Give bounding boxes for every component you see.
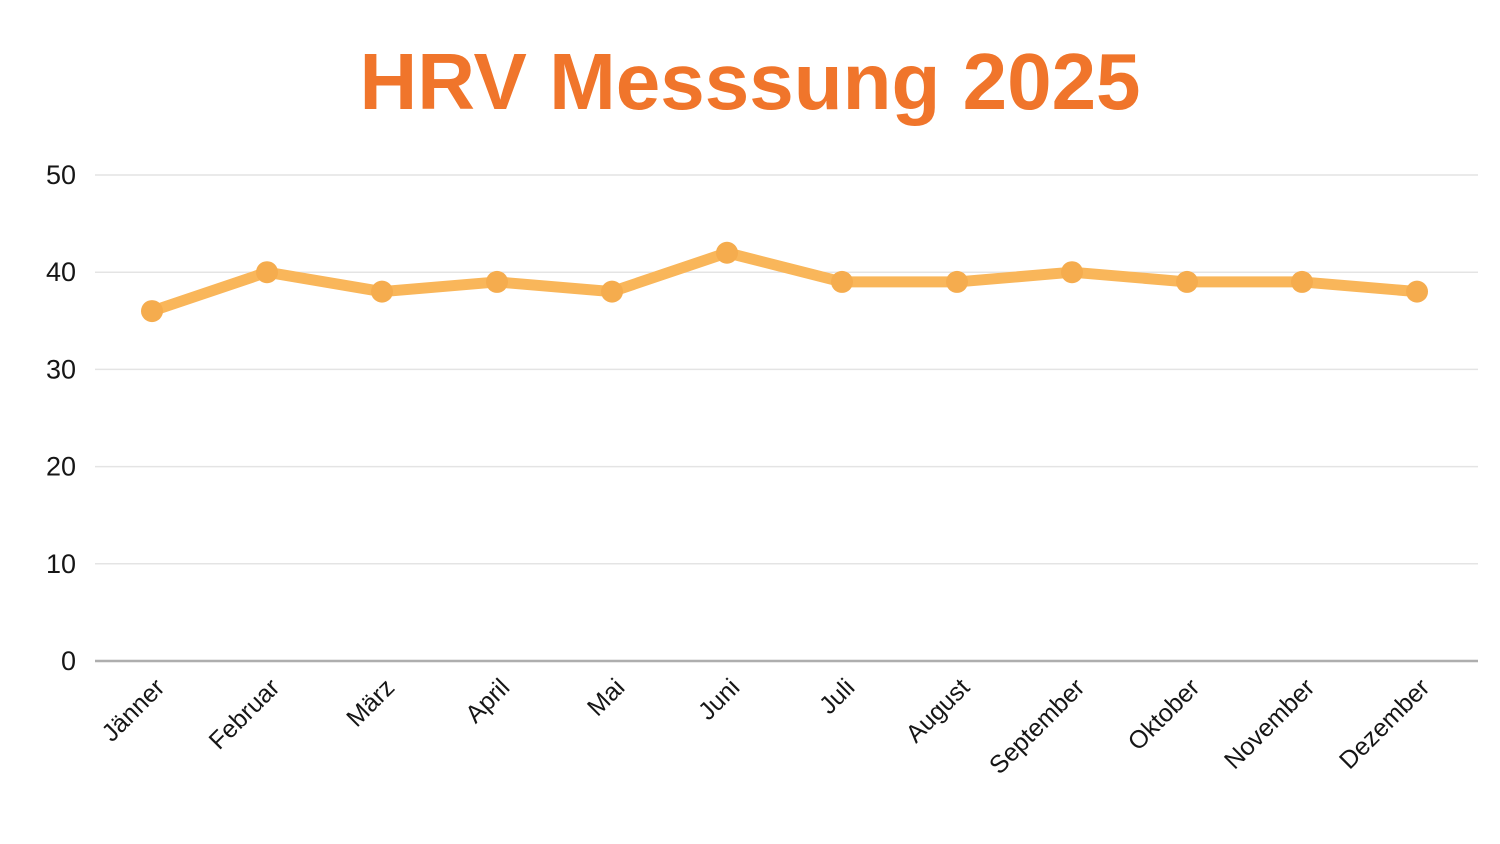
- y-tick-label: 10: [46, 549, 76, 579]
- x-tick-label: Juli: [814, 673, 860, 719]
- y-tick-label: 30: [46, 354, 76, 384]
- x-tick-label: November: [1219, 673, 1320, 774]
- x-tick-label: Juni: [693, 673, 745, 725]
- y-tick-label: 50: [46, 160, 76, 190]
- data-point: [601, 280, 623, 303]
- data-point: [1061, 261, 1083, 284]
- x-tick-label: Februar: [204, 673, 286, 755]
- chart-title: HRV Messsung 2025: [359, 37, 1141, 126]
- data-point: [1406, 280, 1428, 303]
- x-tick-label: August: [900, 673, 975, 748]
- data-point: [1176, 270, 1198, 293]
- x-tick-label: September: [984, 673, 1090, 779]
- data-point: [1291, 270, 1313, 293]
- y-tick-label: 20: [46, 452, 76, 482]
- x-tick-label: März: [341, 673, 400, 732]
- data-point: [256, 261, 278, 284]
- y-tick-label: 0: [61, 646, 76, 676]
- data-point: [141, 300, 163, 323]
- data-point: [831, 270, 853, 293]
- data-point: [371, 280, 393, 303]
- x-tick-label: Dezember: [1334, 673, 1435, 774]
- data-point: [716, 241, 738, 264]
- x-tick-label: Mai: [582, 673, 630, 721]
- x-tick-label: Jänner: [96, 673, 170, 747]
- data-line-hrv: [146, 247, 1423, 317]
- x-tick-label: April: [460, 673, 515, 728]
- y-tick-label: 40: [46, 257, 76, 287]
- data-point: [486, 270, 508, 293]
- x-tick-label: Oktober: [1123, 673, 1206, 756]
- data-point: [946, 270, 968, 293]
